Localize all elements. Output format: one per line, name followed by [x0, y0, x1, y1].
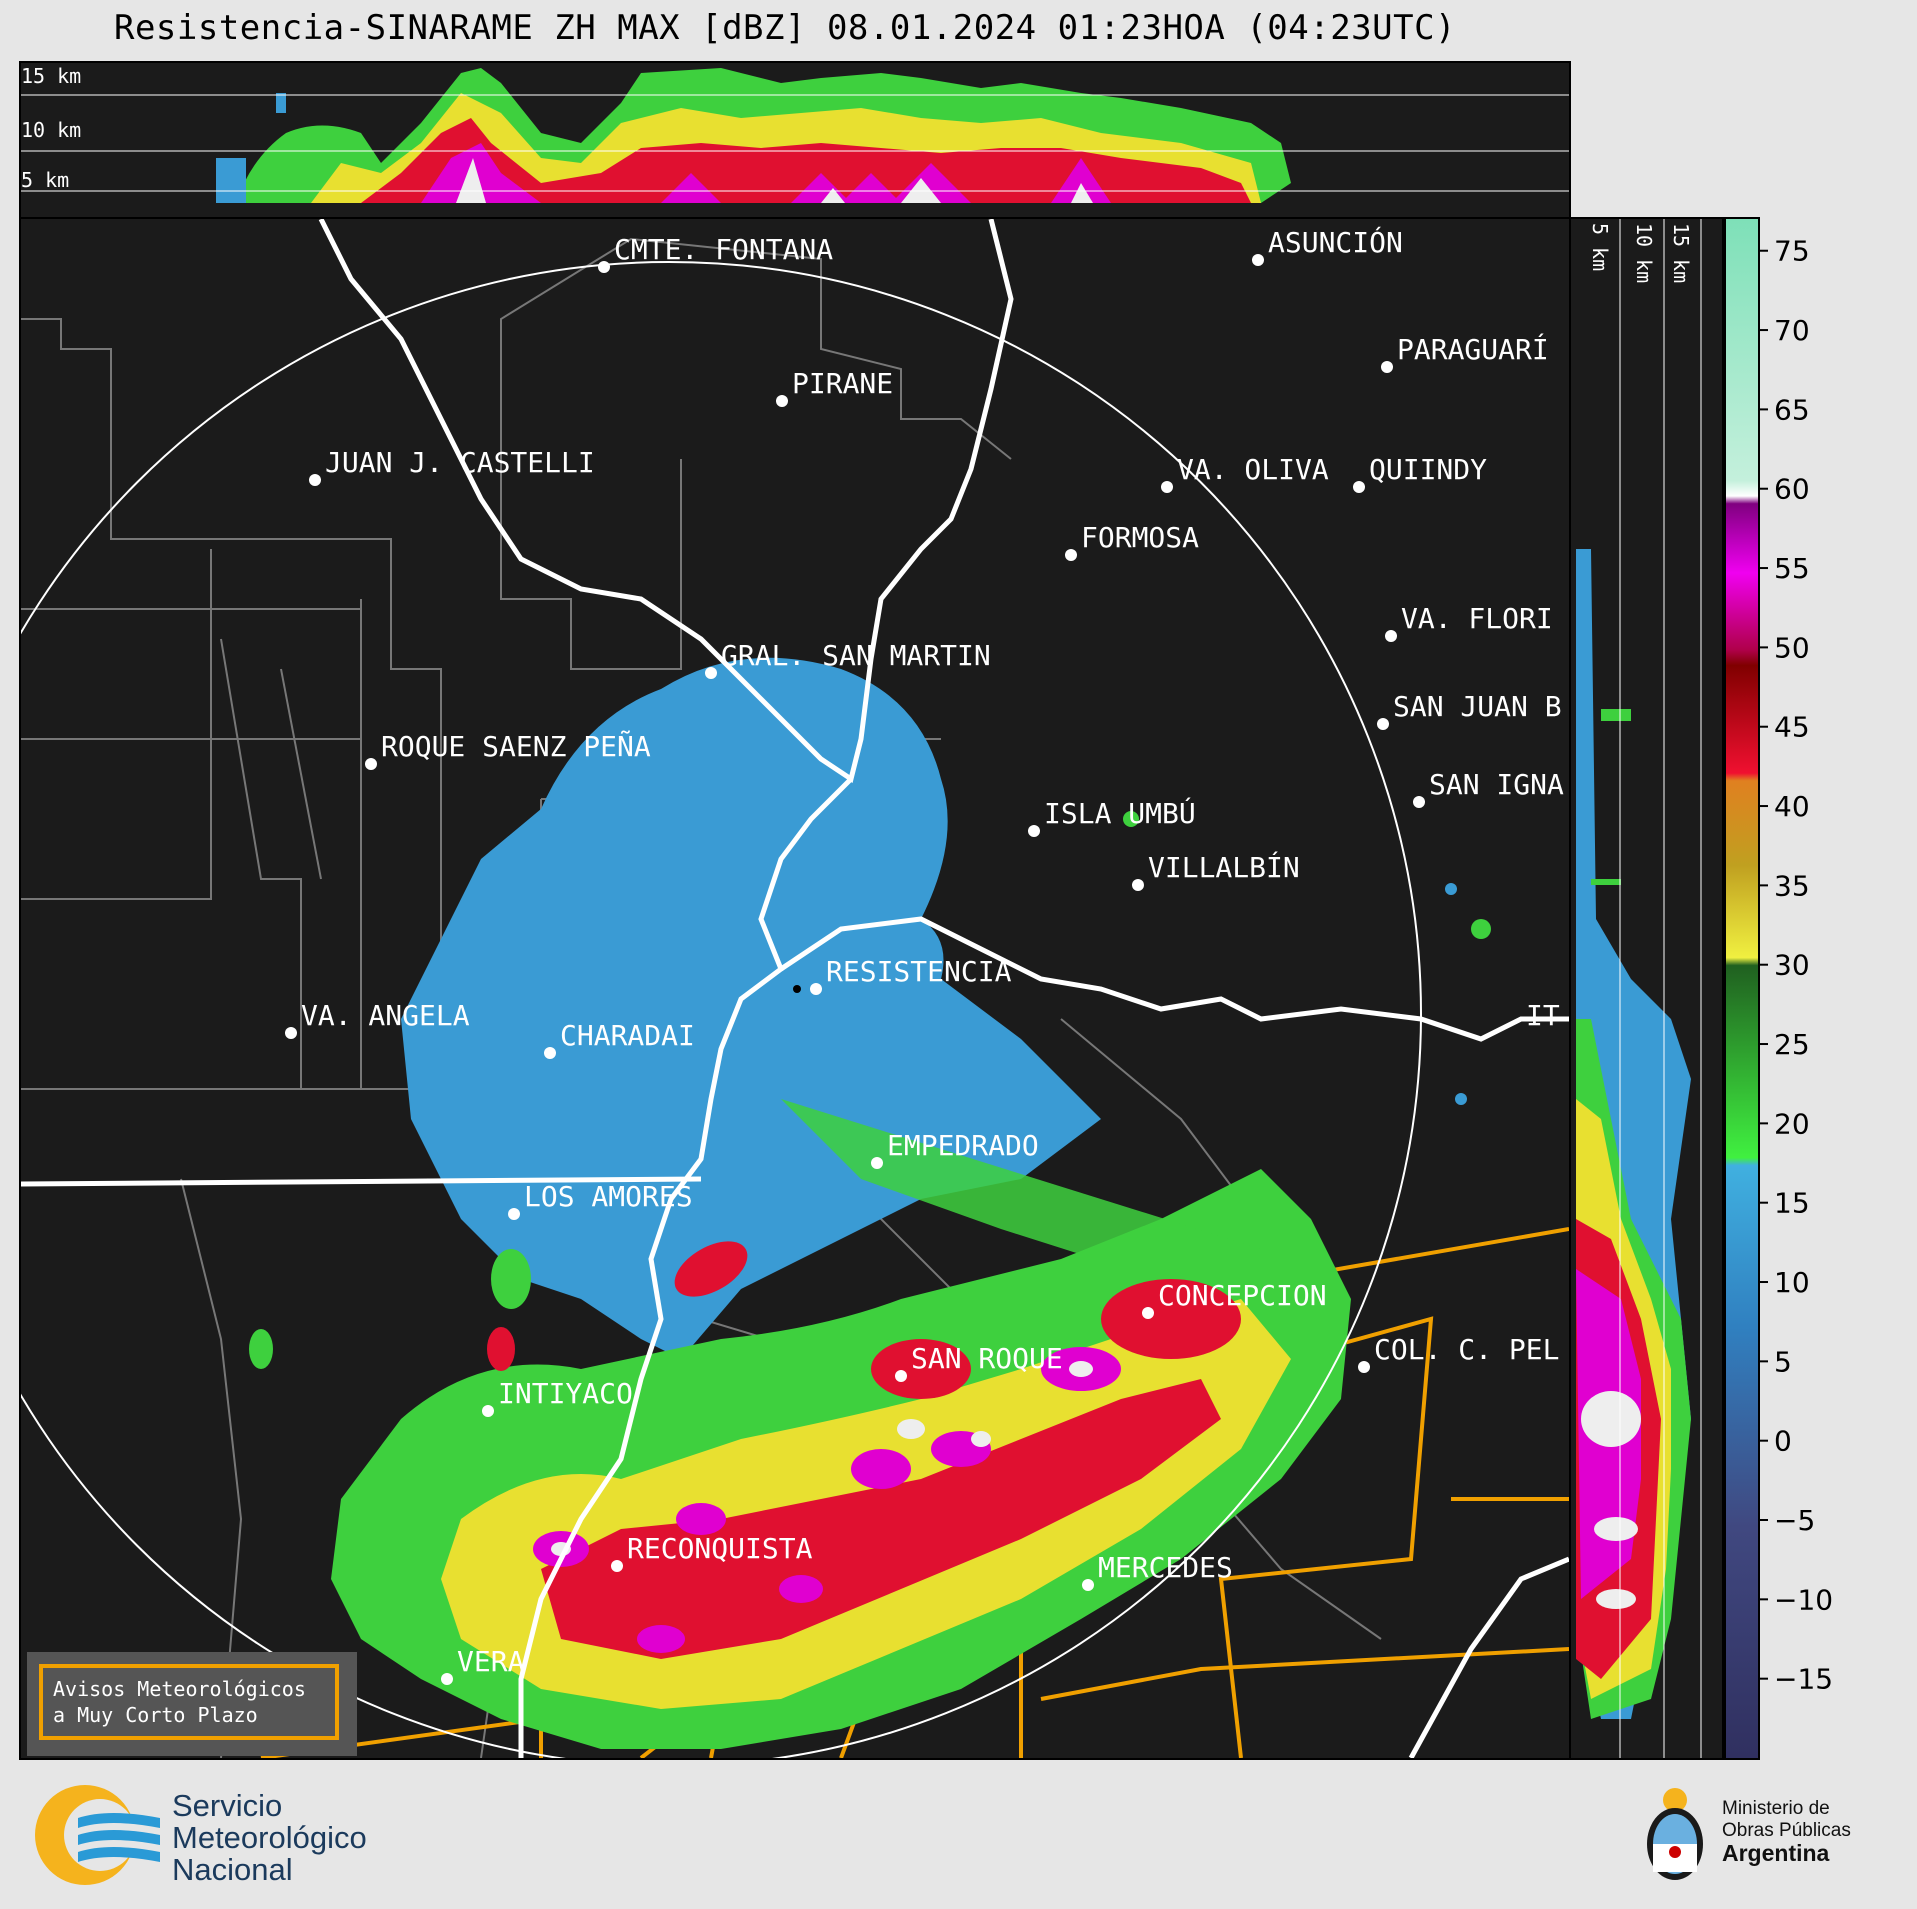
- smn-logo-icon: [35, 1785, 160, 1885]
- ministry-line3: Argentina: [1722, 1840, 1830, 1866]
- smn-name: Servicio Meteorológico Nacional: [172, 1790, 367, 1886]
- side-echo-profile: [1576, 549, 1691, 1719]
- rivers-and-borders: [21, 219, 1569, 1758]
- ministry-name: Ministerio de Obras Públicas Argentina: [1722, 1798, 1851, 1866]
- warning-legend-line2: a Muy Corto Plazo: [53, 1703, 258, 1727]
- smn-name-line2: Meteorológico: [172, 1820, 367, 1855]
- smn-name-line1: Servicio: [172, 1788, 283, 1823]
- warning-legend: Avisos Meteorológicos a Muy Corto Plazo: [27, 1652, 357, 1756]
- city-label-resistencia: RESISTENCIA: [826, 955, 1012, 988]
- colorbar-tick-label: 15: [1774, 1187, 1810, 1220]
- top-echo-profile: [216, 68, 1291, 203]
- city-label-empedrado: EMPEDRADO: [887, 1129, 1039, 1162]
- top-alt-label-10: 10 km: [21, 118, 81, 142]
- colorbar-tick-label: 55: [1774, 552, 1810, 585]
- city-label-intiyaco: INTIYACO: [498, 1377, 633, 1410]
- city-label-col-c-pel: COL. C. PEL: [1374, 1333, 1559, 1366]
- colorbar-tick-label: 30: [1774, 949, 1810, 982]
- city-labels: CMTE. FONTANA ASUNCIÓN PARAGUARÍ PIRANE …: [301, 225, 1564, 1678]
- radar-map-panel: CMTE. FONTANA ASUNCIÓN PARAGUARÍ PIRANE …: [19, 217, 1571, 1760]
- colorbar-tick-label: −5: [1774, 1504, 1815, 1537]
- city-label-va-angela: VA. ANGELA: [301, 999, 470, 1032]
- city-label-juan-j-castelli: JUAN J. CASTELLI: [325, 446, 595, 479]
- page-title: Resistencia-SINARAME ZH MAX [dBZ] 08.01.…: [113, 8, 1457, 48]
- city-label-mercedes: MERCEDES: [1098, 1551, 1233, 1584]
- colorbar-tick-label: 40: [1774, 790, 1810, 823]
- radar-range-ring: [21, 261, 1422, 1758]
- city-label-reconquista: RECONQUISTA: [627, 1532, 813, 1565]
- reflectivity-colorbar: [1724, 217, 1760, 1760]
- top-alt-label-15: 15 km: [21, 64, 81, 88]
- colorbar-tick-label: 45: [1774, 711, 1810, 744]
- city-label-san-juan-b: SAN JUAN B: [1393, 690, 1562, 723]
- ministry-line1: Ministerio de: [1722, 1798, 1830, 1819]
- colorbar-tick-label: 65: [1774, 393, 1810, 426]
- radar-echoes: [249, 657, 1491, 1749]
- city-label-san-roque: SAN ROQUE: [911, 1342, 1063, 1375]
- city-label-formosa: FORMOSA: [1081, 521, 1199, 554]
- city-label-vera: VERA: [457, 1645, 525, 1678]
- colorbar-tick-label: 75: [1774, 235, 1810, 268]
- city-label-roque-saenz-pena: ROQUE SAENZ PEÑA: [381, 729, 651, 763]
- ministry-line2: Obras Públicas: [1722, 1820, 1851, 1841]
- top-cross-section-svg: 15 km 10 km 5 km: [21, 63, 1569, 217]
- colorbar-tick-label: 25: [1774, 1028, 1810, 1061]
- city-label-cmte-fontana: CMTE. FONTANA: [614, 233, 833, 266]
- city-label-paraguari: PARAGUARÍ: [1397, 332, 1549, 366]
- side-alt-label-10: 10 km: [1632, 223, 1656, 283]
- city-label-isla-umbu: ISLA UMBÚ: [1044, 796, 1196, 830]
- warning-legend-line1: Avisos Meteorológicos: [53, 1677, 306, 1701]
- top-cross-section-panel: 15 km 10 km 5 km: [19, 61, 1571, 219]
- colorbar-tick-label: 10: [1774, 1266, 1810, 1299]
- colorbar-ticks: 75 70 65 60 55 50 45 40 35 30 25 20 15 10 5 0 −5 −10 −15: [1760, 217, 1860, 1760]
- city-label-quiindy: QUIINDY: [1369, 453, 1487, 486]
- warning-legend-frame: Avisos Meteorológicos a Muy Corto Plazo: [39, 1664, 339, 1740]
- city-markers: [285, 254, 1425, 1685]
- side-cross-section-panel: 5 km 10 km 15 km: [1569, 217, 1724, 1760]
- city-label-concepcion: CONCEPCION: [1158, 1279, 1327, 1312]
- city-label-va-flori: VA. FLORI: [1401, 602, 1553, 635]
- city-label-it: IT: [1526, 999, 1560, 1032]
- side-alt-label-15: 15 km: [1669, 223, 1693, 283]
- colorbar-tick-label: 50: [1774, 631, 1810, 664]
- city-label-pirane: PIRANE: [792, 367, 893, 400]
- top-alt-label-5: 5 km: [21, 168, 69, 192]
- colorbar-tick-label: −10: [1774, 1583, 1833, 1616]
- colorbar-tick-label: 0: [1774, 1425, 1792, 1458]
- colorbar-tick-label: 20: [1774, 1107, 1810, 1140]
- colorbar-tick-label: 70: [1774, 314, 1810, 347]
- radar-map-svg: CMTE. FONTANA ASUNCIÓN PARAGUARÍ PIRANE …: [21, 219, 1569, 1758]
- argentina-coat-of-arms-icon: [1647, 1788, 1703, 1880]
- side-alt-label-5: 5 km: [1588, 223, 1612, 271]
- city-label-villalbin: VILLALBÍN: [1148, 850, 1300, 884]
- city-label-los-amores: LOS AMORES: [524, 1180, 693, 1213]
- city-label-asuncion: ASUNCIÓN: [1268, 225, 1403, 259]
- smn-name-line3: Nacional: [172, 1852, 293, 1887]
- colorbar-tick-label: 35: [1774, 869, 1810, 902]
- colorbar-tick-label: −15: [1774, 1663, 1833, 1696]
- colorbar-tick-label: 5: [1774, 1345, 1792, 1378]
- city-label-gral-san-martin: GRAL. SAN MARTIN: [721, 639, 991, 672]
- city-label-charadai: CHARADAI: [560, 1019, 695, 1052]
- city-label-san-igna: SAN IGNA: [1429, 768, 1564, 801]
- city-label-va-oliva: VA. OLIVA: [1177, 453, 1329, 486]
- colorbar-tick-label: 60: [1774, 473, 1810, 506]
- side-cross-section-svg: 5 km 10 km 15 km: [1571, 219, 1722, 1758]
